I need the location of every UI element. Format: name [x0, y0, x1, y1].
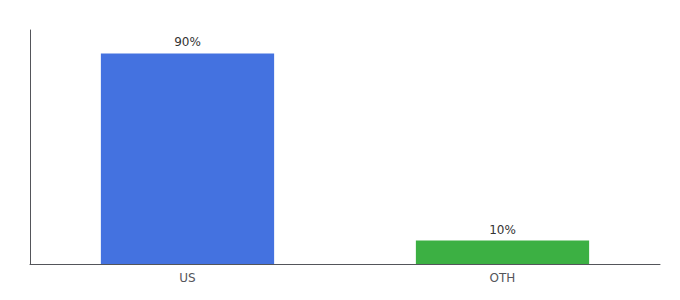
- svg-text:90%: 90%: [174, 35, 201, 49]
- svg-text:OTH: OTH: [490, 271, 516, 285]
- svg-text:10%: 10%: [489, 223, 516, 237]
- svg-text:US: US: [179, 271, 195, 285]
